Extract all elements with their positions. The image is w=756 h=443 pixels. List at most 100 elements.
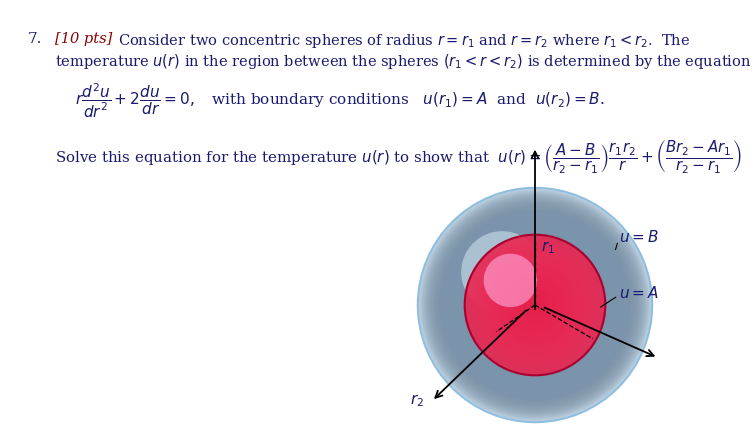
Circle shape [503, 274, 566, 336]
Circle shape [517, 288, 553, 323]
Circle shape [506, 276, 564, 334]
Circle shape [497, 268, 572, 342]
Circle shape [474, 244, 596, 366]
Circle shape [465, 235, 606, 375]
Circle shape [522, 292, 548, 318]
Circle shape [513, 284, 556, 326]
Circle shape [527, 297, 544, 313]
Circle shape [429, 199, 640, 411]
Circle shape [534, 304, 536, 306]
Circle shape [442, 211, 629, 399]
Circle shape [521, 291, 549, 319]
Circle shape [438, 208, 632, 402]
Circle shape [513, 283, 557, 327]
Text: $r_1$: $r_1$ [541, 239, 555, 256]
Circle shape [510, 280, 559, 330]
Circle shape [435, 206, 634, 404]
Circle shape [525, 295, 544, 315]
Circle shape [523, 293, 547, 317]
Circle shape [486, 256, 584, 354]
Circle shape [482, 252, 587, 358]
Circle shape [533, 303, 537, 307]
Circle shape [510, 280, 560, 330]
Circle shape [488, 258, 582, 352]
Circle shape [418, 188, 652, 422]
Circle shape [502, 272, 568, 338]
Circle shape [528, 298, 542, 312]
Circle shape [500, 270, 570, 340]
Circle shape [420, 189, 651, 421]
Circle shape [493, 263, 577, 347]
Circle shape [527, 297, 543, 313]
Circle shape [525, 295, 545, 315]
Circle shape [466, 236, 604, 374]
Circle shape [437, 207, 633, 403]
Circle shape [465, 235, 606, 375]
Circle shape [486, 256, 584, 354]
Text: [10 pts]: [10 pts] [55, 32, 113, 46]
Circle shape [522, 291, 549, 319]
Circle shape [512, 282, 559, 328]
Circle shape [491, 262, 578, 348]
Circle shape [494, 264, 576, 346]
Text: Consider two concentric spheres of radius $r = r_1$ and $r = r_2$ where $r_1 < r: Consider two concentric spheres of radiu… [118, 32, 690, 50]
Circle shape [516, 285, 555, 325]
Circle shape [507, 277, 563, 333]
Circle shape [480, 250, 590, 360]
Text: $r_2$: $r_2$ [410, 393, 423, 409]
Circle shape [434, 204, 636, 406]
Circle shape [481, 251, 589, 359]
Circle shape [531, 302, 538, 308]
Circle shape [498, 268, 572, 342]
Circle shape [469, 239, 600, 371]
Circle shape [431, 201, 639, 409]
Circle shape [482, 252, 587, 358]
Circle shape [529, 299, 541, 311]
Circle shape [479, 249, 592, 361]
Circle shape [525, 295, 546, 315]
Circle shape [500, 270, 570, 340]
Circle shape [508, 278, 562, 332]
Circle shape [501, 271, 569, 339]
Circle shape [485, 254, 586, 356]
Circle shape [519, 288, 551, 322]
Circle shape [488, 258, 582, 352]
Circle shape [490, 260, 580, 350]
Circle shape [432, 202, 637, 408]
Circle shape [519, 289, 550, 321]
Circle shape [484, 254, 537, 307]
Circle shape [503, 273, 567, 337]
Text: $u = B$: $u = B$ [619, 229, 659, 245]
Circle shape [428, 198, 642, 412]
Circle shape [476, 246, 593, 364]
Circle shape [496, 266, 574, 344]
Circle shape [425, 195, 645, 415]
Circle shape [478, 248, 593, 362]
Text: $u = A$: $u = A$ [619, 285, 659, 301]
Circle shape [494, 264, 576, 346]
Circle shape [491, 260, 580, 350]
Circle shape [487, 257, 583, 353]
Circle shape [422, 192, 648, 418]
Circle shape [504, 275, 565, 335]
Text: Solve this equation for the temperature $u(r)$ to show that  $u(r) = \left(\dfra: Solve this equation for the temperature … [55, 138, 742, 175]
Circle shape [502, 272, 569, 338]
Circle shape [517, 288, 553, 323]
Circle shape [499, 268, 572, 341]
Circle shape [523, 293, 547, 317]
Circle shape [529, 299, 541, 311]
Circle shape [515, 285, 555, 325]
Circle shape [443, 213, 627, 397]
Circle shape [508, 278, 562, 332]
Circle shape [418, 188, 652, 422]
Circle shape [476, 245, 595, 365]
Circle shape [489, 259, 581, 351]
Circle shape [485, 255, 585, 355]
Circle shape [473, 243, 597, 367]
Circle shape [514, 284, 556, 326]
Circle shape [533, 303, 538, 307]
Circle shape [492, 262, 578, 348]
Circle shape [426, 197, 643, 413]
Circle shape [516, 286, 553, 324]
Text: $r\dfrac{d^2u}{dr^2} + 2\dfrac{du}{dr} = 0,$   with boundary conditions   $u(r_1: $r\dfrac{d^2u}{dr^2} + 2\dfrac{du}{dr} =… [75, 82, 605, 120]
